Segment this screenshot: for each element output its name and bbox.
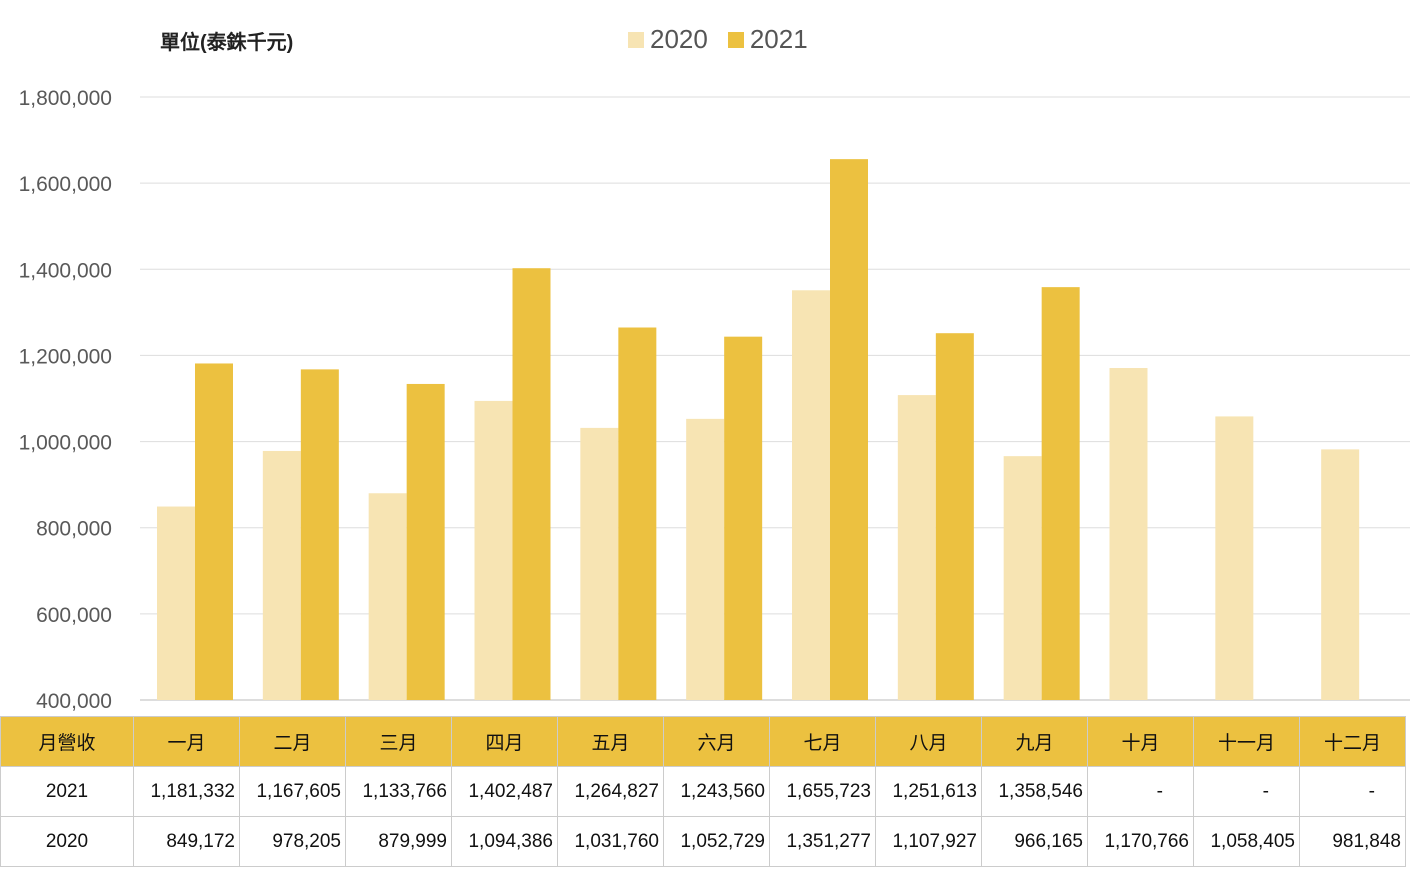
legend-swatch-2021 bbox=[727, 31, 744, 48]
bar-2020-6 bbox=[792, 290, 830, 700]
table-header-month: 七月 bbox=[769, 716, 876, 767]
table-cell: 1,031,760 bbox=[557, 816, 664, 867]
bar-2020-3 bbox=[474, 400, 513, 700]
table-cell: 849,172 bbox=[133, 816, 240, 867]
bar-2021-4 bbox=[618, 327, 657, 700]
table-row: 2021 1,181,332 1,167,605 1,133,766 1,402,487… bbox=[0, 766, 1406, 817]
table-cell: 1,264,827 bbox=[557, 766, 664, 817]
bar-2020-0 bbox=[157, 506, 195, 700]
y-tick-label: 400,000 bbox=[36, 690, 112, 713]
table-cell: 1,351,277 bbox=[769, 816, 876, 867]
table-cell: 978,205 bbox=[239, 816, 346, 867]
bar-2021-8 bbox=[1041, 287, 1080, 700]
table-cell: - bbox=[1299, 766, 1406, 817]
bar-2021-2 bbox=[406, 383, 445, 700]
bar-2020-9 bbox=[1109, 368, 1148, 700]
bar-2020-8 bbox=[1003, 456, 1042, 700]
y-tick-label: 600,000 bbox=[36, 604, 112, 627]
table-cell: 1,167,605 bbox=[239, 766, 346, 817]
table-cell: 1,170,766 bbox=[1087, 816, 1194, 867]
table-header-month: 九月 bbox=[981, 716, 1088, 767]
bar-2020-11 bbox=[1321, 449, 1360, 700]
revenue-table: 月營收 一月 二月 三月 四月 五月 六月 七月 八月 九月 十月 十一月 十二月 2021 1,181… bbox=[0, 716, 1406, 867]
table-cell: 1,251,613 bbox=[875, 766, 982, 817]
legend-label-2021: 2021 bbox=[749, 24, 808, 54]
table-header-month: 八月 bbox=[875, 716, 982, 767]
legend-item-2020: 2020 bbox=[628, 24, 708, 55]
table-cell: 1,133,766 bbox=[345, 766, 452, 817]
table-header-month: 十一月 bbox=[1193, 716, 1300, 767]
y-tick-label: 800,000 bbox=[36, 518, 112, 541]
bar-2020-4 bbox=[580, 427, 619, 700]
table-cell: 1,655,723 bbox=[769, 766, 876, 817]
table-cell: 1,052,729 bbox=[663, 816, 770, 867]
legend-label-2020: 2020 bbox=[650, 24, 708, 54]
table-header-month: 四月 bbox=[451, 716, 558, 767]
chart-legend: 2020 2021 bbox=[628, 24, 828, 55]
legend-item-2021: 2021 bbox=[727, 24, 808, 55]
bar-2020-5 bbox=[686, 418, 725, 700]
table-header-month: 十月 bbox=[1087, 716, 1194, 767]
bar-2020-1 bbox=[262, 450, 301, 700]
bar-2021-5 bbox=[724, 336, 763, 700]
table-cell: 1,243,560 bbox=[663, 766, 770, 817]
y-tick-label: 1,800,000 bbox=[19, 87, 112, 110]
y-tick-label: 1,000,000 bbox=[19, 432, 112, 455]
table-cell: 1,358,546 bbox=[981, 766, 1088, 817]
table-cell: 981,848 bbox=[1299, 816, 1406, 867]
table-cell: 1,058,405 bbox=[1193, 816, 1300, 867]
table-cell: 1,094,386 bbox=[451, 816, 558, 867]
table-row-label: 2021 bbox=[0, 766, 134, 817]
table-cell: 879,999 bbox=[345, 816, 452, 867]
bar-2021-3 bbox=[512, 268, 551, 700]
table-header-row: 月營收 一月 二月 三月 四月 五月 六月 七月 八月 九月 十月 十一月 十二月 bbox=[0, 716, 1406, 767]
table-header-month: 三月 bbox=[345, 716, 452, 767]
bar-2021-7 bbox=[935, 333, 974, 700]
bar-2021-1 bbox=[300, 369, 339, 700]
table-header-month: 十二月 bbox=[1299, 716, 1406, 767]
table-row: 2020 849,172 978,205 879,999 1,094,386 1,031,… bbox=[0, 816, 1406, 867]
unit-label: 單位(泰銖千元) bbox=[160, 32, 294, 54]
table-cell: - bbox=[1193, 766, 1300, 817]
bar-2020-2 bbox=[368, 493, 407, 700]
bar-2021-6 bbox=[830, 159, 868, 701]
table-cell: 966,165 bbox=[981, 816, 1088, 867]
bar-2020-10 bbox=[1215, 416, 1254, 700]
table-row-label: 2020 bbox=[0, 816, 134, 867]
y-tick-label: 1,200,000 bbox=[19, 345, 112, 368]
y-tick-label: 1,400,000 bbox=[19, 259, 112, 282]
table-cell: - bbox=[1087, 766, 1194, 817]
bar-2020-7 bbox=[897, 395, 936, 700]
table-header-month: 一月 bbox=[133, 716, 240, 767]
table-cell: 1,402,487 bbox=[451, 766, 558, 817]
table-header-month: 六月 bbox=[663, 716, 770, 767]
y-tick-label: 1,600,000 bbox=[19, 173, 112, 196]
legend-swatch-2020 bbox=[628, 31, 644, 48]
table-cell: 1,107,927 bbox=[875, 816, 982, 867]
bar-2021-0 bbox=[195, 363, 233, 700]
bar-chart: 400,000 600,000 800,000 1,000,000 1,200,000 1… bbox=[19, 87, 1410, 713]
table-cell: 1,181,332 bbox=[133, 766, 240, 817]
table-corner-label: 月營收 bbox=[0, 716, 134, 767]
table-header-month: 五月 bbox=[557, 716, 664, 767]
table-header-month: 二月 bbox=[239, 716, 346, 767]
